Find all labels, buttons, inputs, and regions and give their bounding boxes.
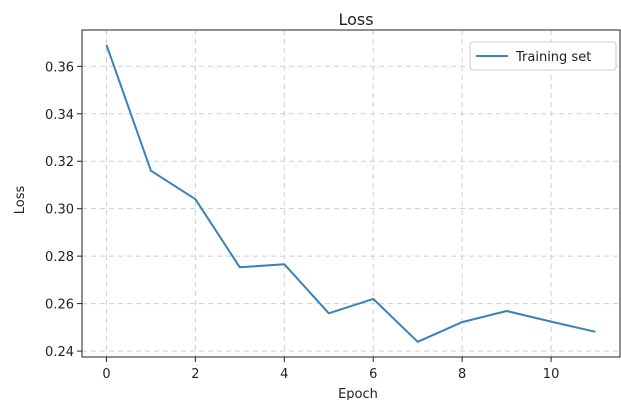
y-tick-label: 0.30 [45,203,74,218]
axis-ticks: 0 2 4 6 8 10 0.24 0.26 0.28 0.30 0.32 0.34 0.36 [45,60,559,382]
y-tick-label: 0.36 [45,60,74,75]
y-tick-label: 0.28 [45,250,74,265]
plot-area-frame [81,29,621,358]
series-line-0 [105,44,596,343]
x-tick-label: 8 [458,367,466,382]
series-layer [105,44,596,343]
legend-box [469,41,617,71]
x-tick-label: 10 [543,367,560,382]
y-tick-label: 0.34 [45,108,74,123]
y-tick-label: 0.26 [45,298,74,313]
grid [82,30,620,357]
legend: Training set [469,41,617,71]
legend-label-training-set: Training set [515,50,591,65]
x-tick-label: 2 [191,367,199,382]
y-tick-label: 0.32 [45,155,74,170]
y-tick-label: 0.24 [45,345,74,360]
x-tick-label: 0 [102,367,110,382]
y-axis-label: Loss [13,186,28,215]
x-tick-label: 6 [369,367,377,382]
x-tick-label: 4 [280,367,288,382]
x-axis-label: Epoch [338,387,378,400]
chart-title: Loss [338,10,373,29]
